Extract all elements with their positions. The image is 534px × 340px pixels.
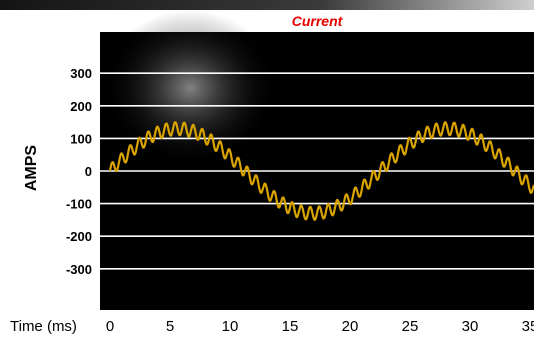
- current-waveform-line: [108, 121, 534, 221]
- x-tick-label: 15: [282, 318, 299, 335]
- y-tick-label: 300: [70, 66, 92, 81]
- series-layer: [108, 121, 534, 221]
- x-tick-label: 5: [166, 318, 174, 335]
- x-tick-label: 25: [402, 318, 419, 335]
- top-gradient-bar: [0, 0, 534, 10]
- y-tick-label: -100: [66, 197, 92, 212]
- y-tick-label: 0: [85, 164, 92, 179]
- x-tick-label: 10: [222, 318, 239, 335]
- y-tick-label: -200: [66, 229, 92, 244]
- x-tick-labels: Time (ms) 0 5 10 15 20 25 30 35: [10, 318, 534, 335]
- y-tick-label: -300: [66, 262, 92, 277]
- chart-title: Current: [291, 13, 343, 29]
- x-tick-label: 0: [106, 318, 114, 335]
- x-axis-label: Time (ms): [10, 318, 77, 335]
- x-tick-label: 35: [522, 318, 534, 335]
- grid-layer: [100, 72, 534, 270]
- x-tick-label: 20: [342, 318, 359, 335]
- x-tick-label: 30: [462, 318, 479, 335]
- y-tick-labels: 300 200 100 0 -100 -200 -300: [66, 66, 92, 277]
- y-tick-label: 200: [70, 99, 92, 114]
- background-glow: [102, 10, 278, 166]
- y-tick-label: 100: [70, 131, 92, 146]
